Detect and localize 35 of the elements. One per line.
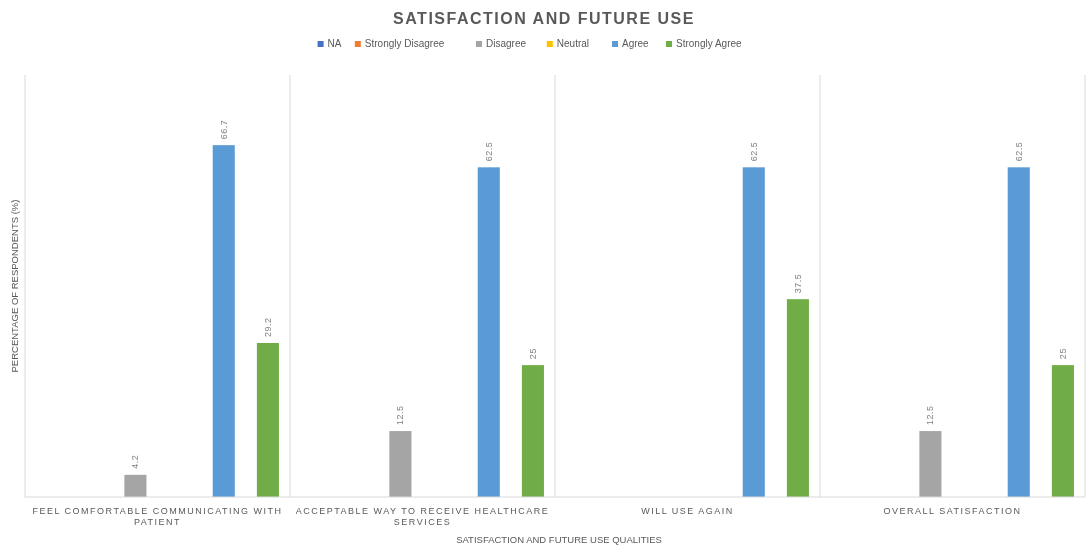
x-tick-label: FEEL COMFORTABLE COMMUNICATING WITH PATIENT xyxy=(32,506,283,527)
legend-label: Strongly Disagree xyxy=(364,38,445,49)
data-label: 12.5 xyxy=(395,405,406,426)
bar xyxy=(256,342,279,497)
legend-label: Agree xyxy=(622,38,650,49)
legend-label: Strongly Agree xyxy=(676,38,743,49)
bar xyxy=(124,474,147,497)
x-tick-label: OVERALL SATISFACTION xyxy=(883,506,1022,516)
bar xyxy=(1007,167,1030,497)
bar xyxy=(1051,365,1074,497)
x-tick-label: ACCEPTABLE WAY TO RECEIVE HEALTHCARE SERVICES xyxy=(295,506,550,527)
data-label: 12.5 xyxy=(925,405,936,426)
legend-label: Disagree xyxy=(486,38,527,49)
data-label: 25 xyxy=(1057,348,1068,360)
y-axis-title: PERCENTAGE OF RESPONDENTS (%) xyxy=(9,199,20,373)
bar xyxy=(389,431,412,497)
x-tick-label: WILL USE AGAIN xyxy=(641,506,734,516)
bar xyxy=(477,167,500,497)
data-label: 62.5 xyxy=(748,141,759,162)
data-label: 4.2 xyxy=(130,454,141,469)
chart-title: SATISFACTION AND FUTURE USE xyxy=(393,10,695,27)
data-label: 37.5 xyxy=(792,273,803,294)
bar xyxy=(521,365,544,497)
data-label: 25 xyxy=(527,348,538,360)
bar xyxy=(212,145,235,497)
bar xyxy=(786,299,809,497)
bar xyxy=(919,431,942,497)
legend-label: NA xyxy=(327,38,342,49)
data-label: 62.5 xyxy=(483,141,494,162)
bar xyxy=(742,167,765,497)
data-label: 29.2 xyxy=(262,317,273,337)
data-label: 62.5 xyxy=(1013,141,1024,162)
data-label: 66.7 xyxy=(218,119,229,140)
x-axis-title: SATISFACTION AND FUTURE USE QUALITIES xyxy=(456,534,662,545)
legend-label: Neutral xyxy=(556,38,590,49)
